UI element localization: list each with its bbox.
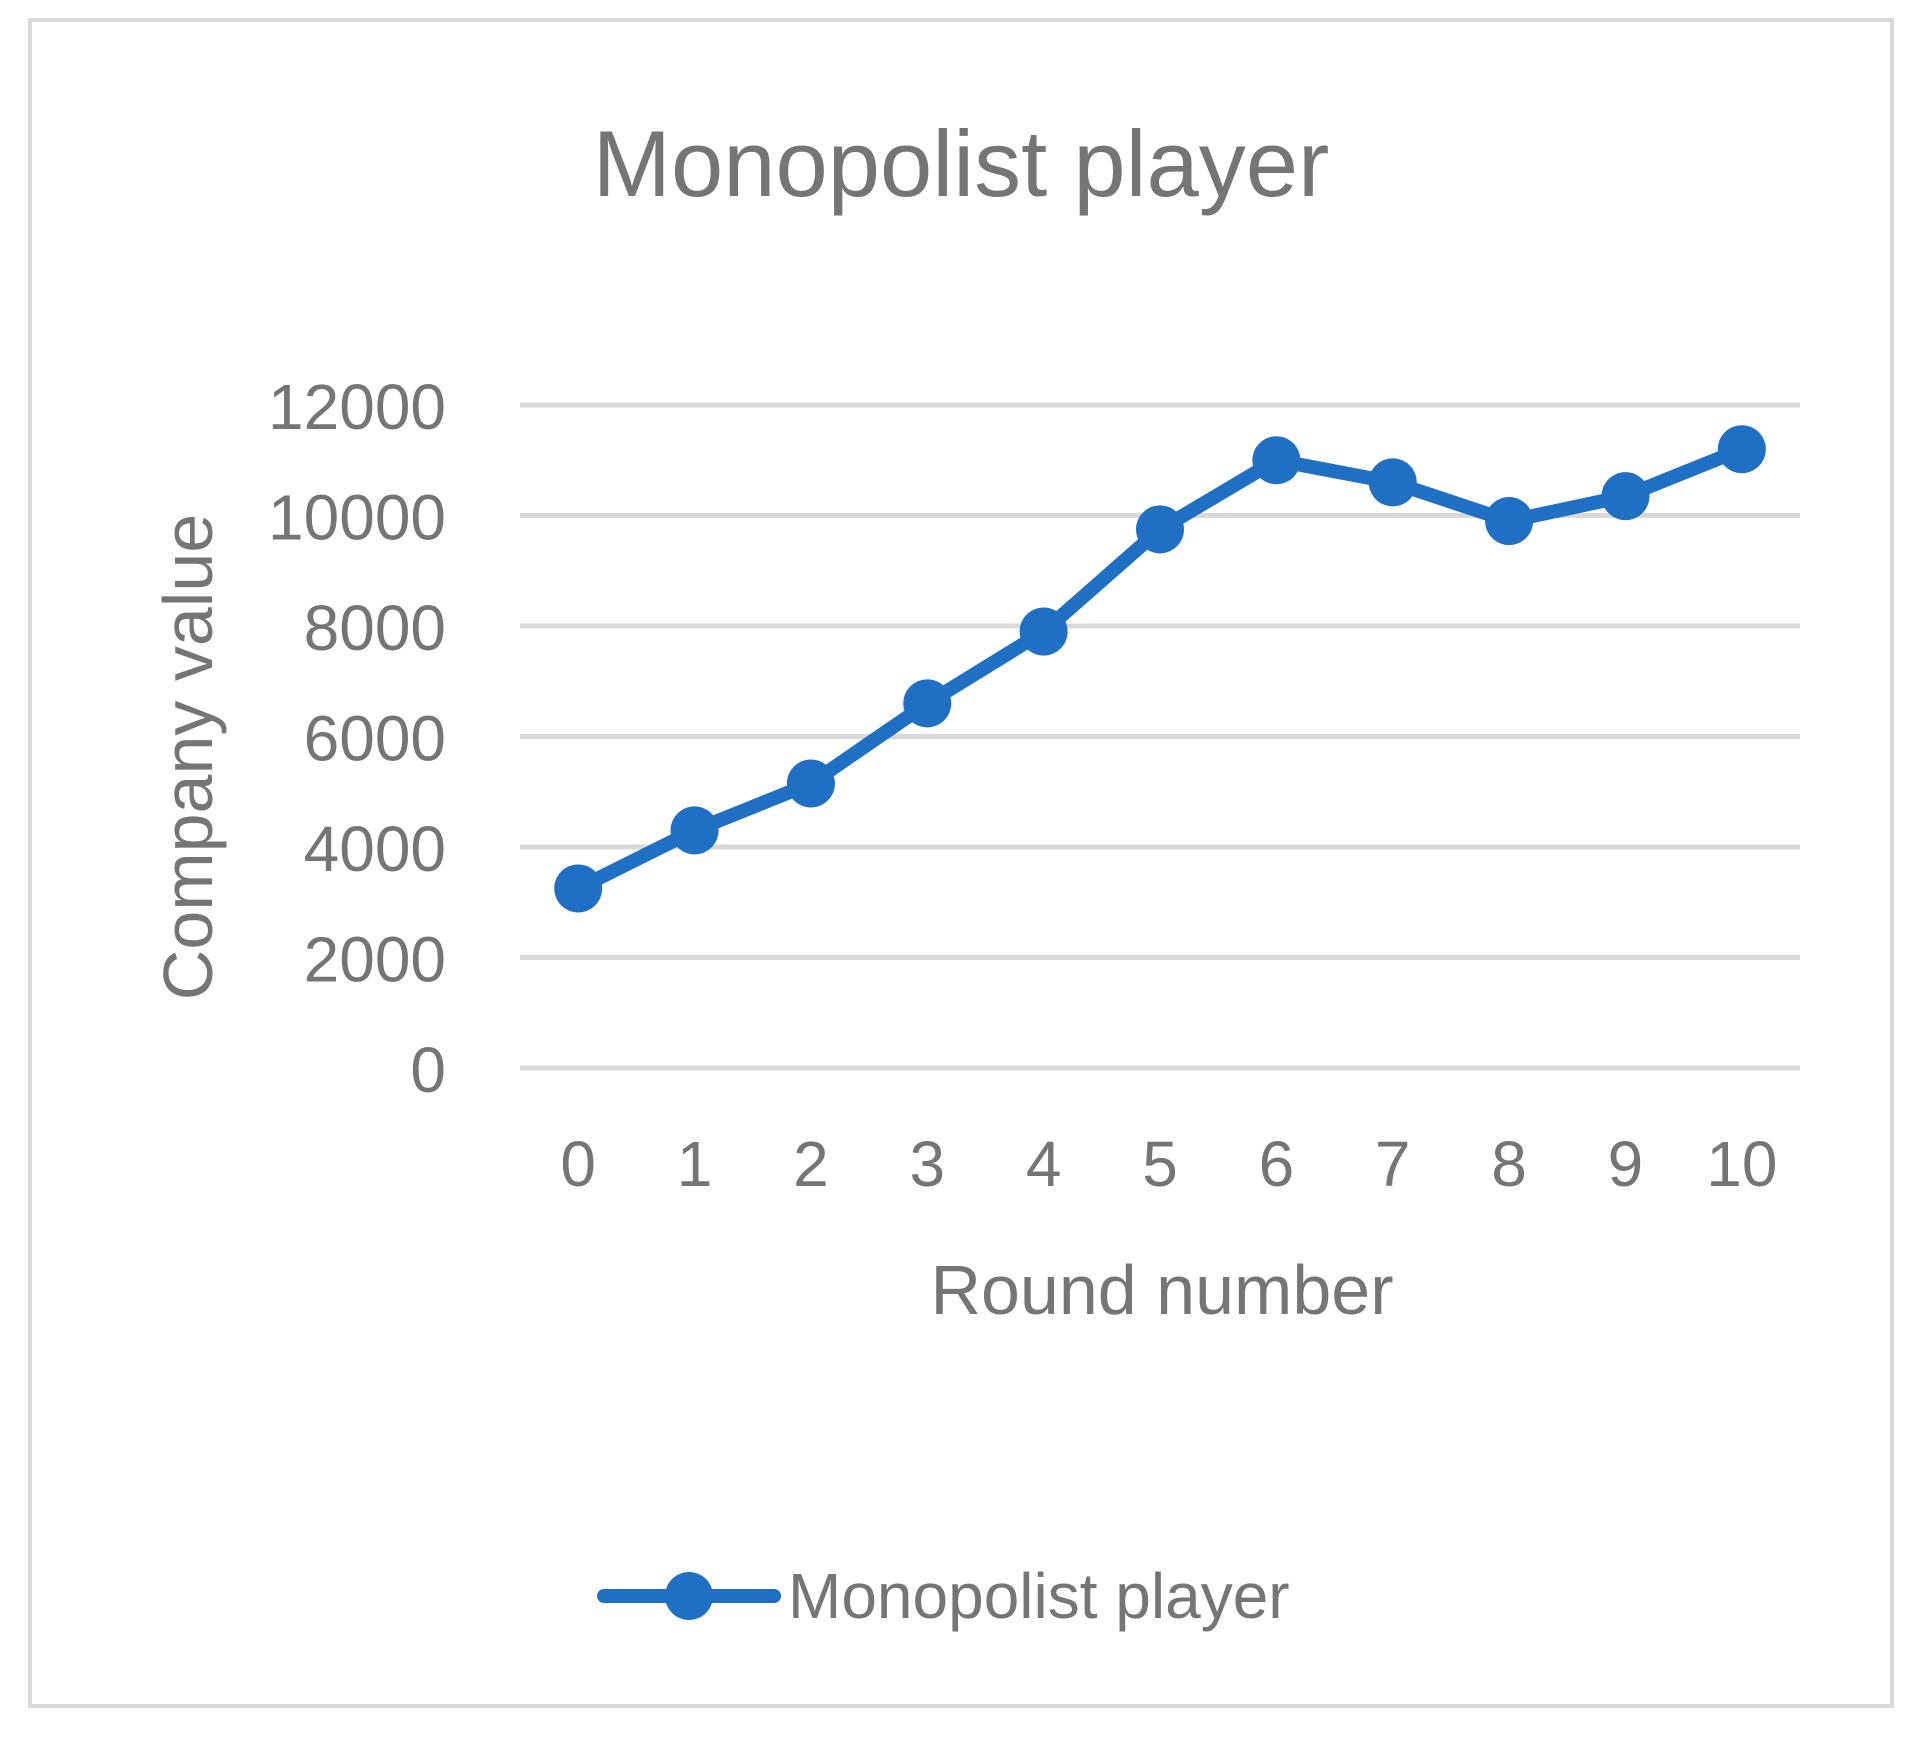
x-axis-title: Round number	[930, 1251, 1393, 1329]
x-axis-ticks: 0 1 2 3 4 5 6 7 8 9 10	[560, 1128, 1777, 1200]
legend-label: Monopolist player	[788, 1560, 1290, 1632]
data-point	[786, 759, 835, 808]
data-point	[1601, 472, 1650, 521]
chart-frame	[28, 18, 1894, 1708]
x-tick-label: 2	[793, 1128, 829, 1200]
x-tick-label: 1	[677, 1128, 713, 1200]
x-tick-label: 5	[1142, 1128, 1178, 1200]
y-tick-label: 10000	[268, 482, 446, 554]
x-tick-label: 9	[1608, 1128, 1644, 1200]
data-point	[1252, 436, 1301, 485]
y-tick-label: 0	[410, 1034, 446, 1106]
y-tick-label: 12000	[268, 371, 446, 443]
x-tick-label: 10	[1706, 1128, 1777, 1200]
chart-title: Monopolist player	[593, 111, 1330, 216]
x-tick-label: 3	[909, 1128, 945, 1200]
y-tick-label: 2000	[304, 924, 446, 996]
y-axis-title: Company value	[149, 514, 227, 1000]
x-tick-label: 4	[1026, 1128, 1062, 1200]
data-point	[1019, 607, 1068, 656]
x-tick-label: 6	[1259, 1128, 1295, 1200]
data-point	[1485, 497, 1534, 546]
y-tick-label: 8000	[304, 592, 446, 664]
data-point	[1136, 505, 1184, 554]
data-point	[903, 679, 952, 728]
legend-marker-swatch	[665, 1572, 713, 1620]
series-monopolist-player	[554, 425, 1766, 913]
data-point	[1717, 425, 1766, 474]
y-axis-ticks: 0 2000 4000 6000 8000 10000 12000	[268, 371, 446, 1106]
data-point	[670, 806, 719, 855]
legend: Monopolist player	[597, 1560, 1290, 1632]
data-point	[1368, 458, 1417, 507]
x-tick-label: 0	[560, 1128, 596, 1200]
y-tick-label: 4000	[304, 813, 446, 885]
x-tick-label: 7	[1375, 1128, 1411, 1200]
y-tick-label: 6000	[304, 703, 446, 775]
x-tick-label: 8	[1491, 1128, 1527, 1200]
data-point	[554, 864, 603, 913]
